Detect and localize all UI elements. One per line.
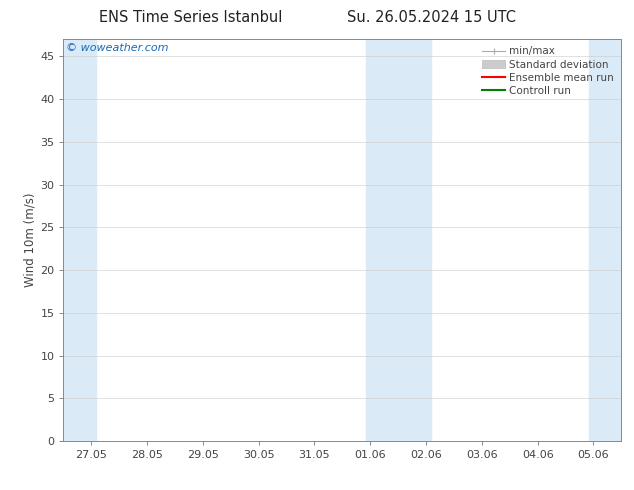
Bar	[589, 39, 621, 441]
Bar	[63, 39, 96, 441]
Bar	[366, 39, 430, 441]
Text: © woweather.com: © woweather.com	[66, 43, 169, 53]
Text: ENS Time Series Istanbul: ENS Time Series Istanbul	[98, 10, 282, 25]
Text: Su. 26.05.2024 15 UTC: Su. 26.05.2024 15 UTC	[347, 10, 515, 25]
Y-axis label: Wind 10m (m/s): Wind 10m (m/s)	[23, 193, 36, 287]
Legend: min/max, Standard deviation, Ensemble mean run, Controll run: min/max, Standard deviation, Ensemble me…	[480, 45, 616, 98]
